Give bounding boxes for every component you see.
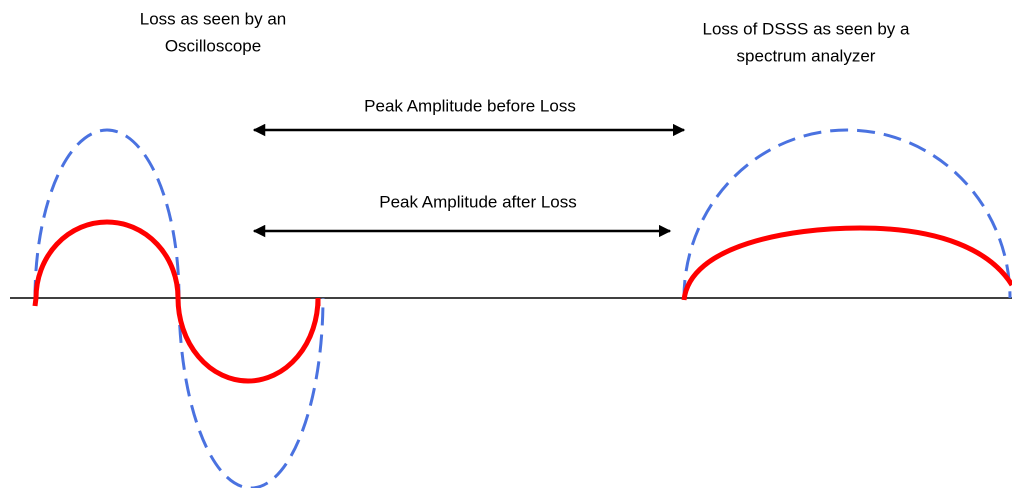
lossy-spectrum xyxy=(681,225,1012,301)
right-label: spectrum analyzer xyxy=(737,46,876,65)
arrow-after-label: Peak Amplitude after Loss xyxy=(379,192,577,211)
original-wave-lower xyxy=(177,297,325,488)
arrow-before-label: Peak Amplitude before Loss xyxy=(364,96,576,115)
original-spectrum xyxy=(682,128,1012,299)
lossy-wave-lower xyxy=(175,297,321,384)
right-label: Loss of DSSS as seen by a xyxy=(703,19,910,38)
left-label: Oscilloscope xyxy=(165,36,261,55)
original-wave-upper xyxy=(33,128,181,299)
left-label: Loss as seen by an xyxy=(140,9,286,28)
lossy-wave-upper xyxy=(32,219,181,307)
